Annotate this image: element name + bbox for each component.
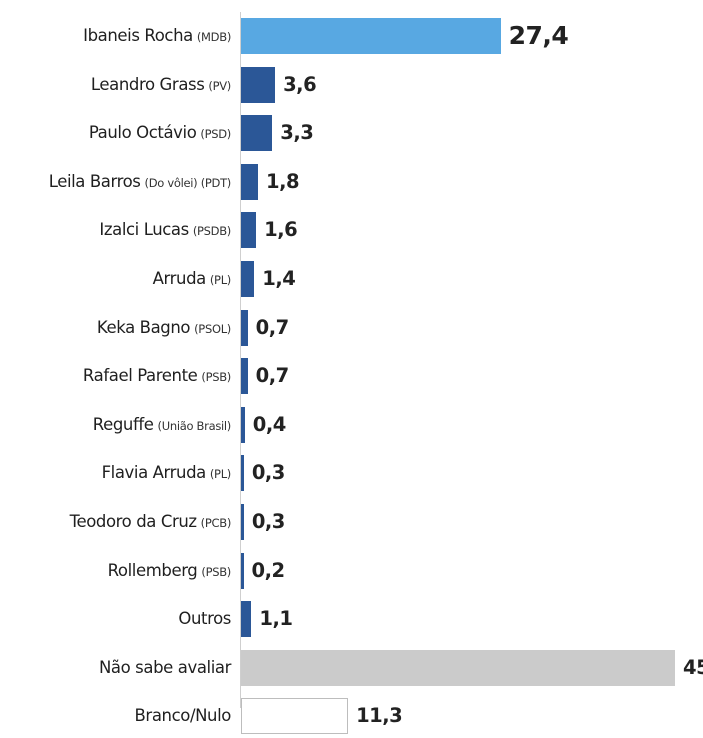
bar-row: Leandro Grass (PV) 3,6 [0,63,703,107]
bar [241,115,273,152]
party-label: (PSDB) [192,224,231,239]
category-label: Leila Barros (Do vôlei) (PDT) [48,160,232,204]
value-label: 45,8 [683,655,703,679]
category-label: Rollemberg (PSB) [107,549,232,593]
value-label: 27,4 [508,21,569,50]
category-name: Reguffe [92,414,154,434]
bar-row: Não sabe avaliar 45,8 [0,646,703,690]
category-label: Arruda (PL) [152,257,232,301]
value-label: 0,7 [255,315,290,339]
category-label: Rafael Parente (PSB) [83,354,231,398]
bar-chart: Ibaneis Rocha (MDB) 27,4 Leandro Grass (PV) 3… [0,12,703,735]
bar-row: Rollemberg (PSB) 0,2 [0,549,703,593]
value-label: 1,6 [264,218,298,242]
bar [241,309,248,346]
bar-row: Reguffe (União Brasil) 0,4 [0,403,703,447]
party-label: (PSOL) [194,321,231,336]
value-label: 11,3 [356,704,403,728]
bar-row: Leila Barros (Do vôlei) (PDT) 1,8 [0,160,703,204]
category-name: Flavia Arruda [101,463,207,483]
bar-row: Izalci Lucas (PSDB) 1,6 [0,208,703,252]
bar-row: Keka Bagno (PSOL) 0,7 [0,306,703,350]
value-label: 1,4 [262,267,296,290]
bar [241,552,244,589]
category-name: Ibaneis Rocha [83,26,193,45]
bar-row: Teodoro da Cruz (PCB) 0,3 [0,500,703,544]
party-label: (PL) [209,273,231,287]
value-label: 0,3 [251,461,286,485]
category-axis-line [240,12,241,708]
category-label: Leandro Grass (PV) [91,63,231,107]
value-label: 0,3 [251,510,286,533]
bar-row: Ibaneis Rocha (MDB) 27,4 [0,14,703,58]
category-name: Branco/Nulo [134,706,232,726]
bar [241,261,255,297]
category-name: Paulo Octávio [88,123,197,143]
party-label: (PV) [208,78,231,93]
bar [241,455,244,492]
bar [241,601,252,638]
category-name: Izalci Lucas [99,220,189,240]
party-label: (PSD) [200,127,231,142]
bar-row: Outros 1,1 [0,597,703,641]
category-label: Outros [178,597,231,641]
category-name: Leila Barros [48,171,141,191]
value-label: 0,4 [252,412,287,436]
category-label: Branco/Nulo [134,694,232,738]
party-label: (PL) [209,467,231,482]
bar [241,698,349,735]
bar [241,18,501,54]
value-label: 3,3 [280,121,314,145]
category-label: Flavia Arruda (PL) [101,451,232,495]
category-name: Rafael Parente [82,366,198,386]
value-label: 1,8 [266,169,300,193]
category-name: Leandro Grass [90,74,205,94]
bar [241,406,245,443]
bar [241,358,248,395]
category-label: Teodoro da Cruz (PCB) [69,500,232,544]
category-name: Arruda [152,269,207,288]
party-label: (PCB) [200,516,232,530]
category-name: Outros [178,609,231,629]
bar-row: Arruda (PL) 1,4 [0,257,703,301]
category-label: Paulo Octávio (PSD) [89,111,231,155]
value-label: 3,6 [283,72,317,96]
bar-row: Flavia Arruda (PL) 0,3 [0,451,703,495]
bar [241,212,257,249]
category-label: Reguffe (União Brasil) [92,403,232,447]
party-label: (Do vôlei) (PDT) [144,175,232,190]
bar-row: Rafael Parente (PSB) 0,7 [0,354,703,398]
bar-row: Branco/Nulo 11,3 [0,694,703,738]
category-label: Keka Bagno (PSOL) [97,306,231,350]
bar [241,66,276,103]
category-name: Keka Bagno [96,317,191,337]
party-label: (União Brasil) [157,418,232,433]
category-name: Não sabe avaliar [98,657,231,677]
bar-row: Paulo Octávio (PSD) 3,3 [0,111,703,155]
category-label: Izalci Lucas (PSDB) [99,208,231,252]
category-label: Ibaneis Rocha (MDB) [83,14,231,58]
bar [241,649,675,686]
value-label: 1,1 [259,607,293,631]
bar [241,504,244,540]
category-name: Teodoro da Cruz [69,512,198,531]
bar [241,163,259,200]
category-label: Não sabe avaliar [99,646,231,690]
value-label: 0,7 [255,364,290,388]
party-label: (MDB) [196,30,231,44]
party-label: (PSB) [201,564,231,579]
value-label: 0,2 [251,558,286,582]
category-name: Rollemberg [107,560,198,580]
party-label: (PSB) [201,370,231,385]
